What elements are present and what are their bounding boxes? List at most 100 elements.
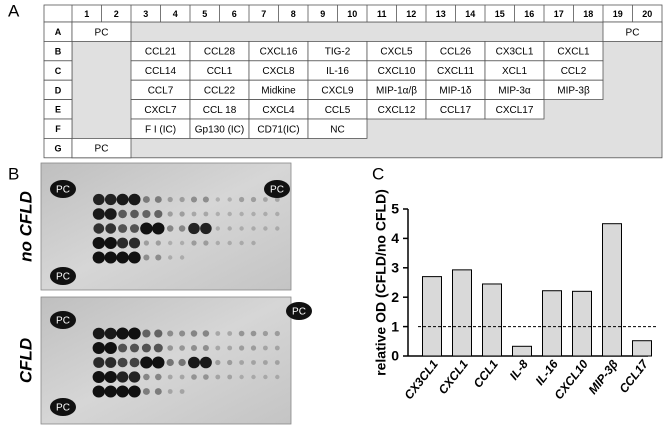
spot	[275, 374, 280, 380]
spot	[105, 223, 117, 234]
cell-text: CXCL17	[496, 105, 534, 116]
spot	[215, 211, 221, 217]
y-tick-label: 4	[391, 230, 399, 246]
column-header: 4	[173, 9, 178, 19]
cell-text: Gp130 (IC)	[195, 124, 244, 135]
spot	[116, 327, 129, 340]
pc-spot	[50, 311, 76, 329]
spot	[215, 374, 221, 380]
spot	[215, 331, 221, 336]
spot	[128, 385, 141, 398]
spot	[92, 208, 105, 220]
cell-text: XCL1	[502, 66, 527, 77]
cell-text: Midkine	[261, 86, 296, 97]
cell-text: MIP-1α/β	[376, 86, 417, 97]
blot: PC PC PC	[40, 162, 292, 291]
spot	[179, 330, 186, 337]
spot	[238, 345, 245, 351]
spot	[167, 389, 173, 394]
spot	[104, 193, 117, 206]
blot: PC PC PC	[40, 296, 312, 425]
spot	[274, 197, 280, 202]
spot	[167, 330, 174, 337]
spot	[154, 210, 163, 218]
spot	[202, 196, 209, 203]
bar	[422, 276, 442, 357]
x-tick-label: CCL1	[471, 357, 502, 391]
cell-text: CXCL8	[262, 66, 295, 77]
spot	[263, 374, 268, 380]
spot	[116, 193, 129, 206]
spot	[215, 345, 221, 351]
spot	[202, 330, 210, 337]
cell-text: PC	[95, 27, 109, 38]
pc-spot	[50, 180, 76, 198]
row-header: D	[55, 85, 62, 95]
table-header	[43, 4, 663, 23]
spot	[250, 196, 257, 203]
spot	[154, 329, 163, 338]
x-tick-label: MIP-3β	[586, 357, 622, 397]
pc-label: PC	[56, 403, 70, 414]
spot	[262, 330, 269, 337]
spot	[215, 226, 221, 231]
spot	[263, 226, 268, 231]
spot	[143, 254, 150, 261]
row-header: E	[55, 105, 61, 115]
spot	[239, 211, 244, 217]
spot	[275, 226, 280, 231]
spot	[203, 240, 209, 246]
spot	[190, 345, 198, 351]
cell-text: CXCL7	[144, 105, 177, 116]
spot	[104, 237, 117, 249]
column-header: 1	[84, 9, 89, 19]
row-header: G	[54, 143, 61, 153]
cell-text: CXCL16	[260, 47, 298, 58]
spot	[215, 359, 221, 366]
cell-text: MIP-3β	[557, 86, 590, 97]
spot	[140, 356, 153, 369]
spot	[275, 211, 280, 217]
spot	[129, 343, 140, 353]
table-cell	[71, 21, 132, 42]
spot	[179, 374, 185, 380]
pc-label: PC	[292, 307, 306, 318]
y-axis-label: relative OD (CFLD/no CFLD)	[373, 189, 389, 376]
spot	[116, 371, 129, 383]
spot	[128, 193, 141, 206]
cell-text: MIP-3α	[498, 86, 531, 97]
spot	[142, 329, 151, 338]
spot	[92, 327, 105, 340]
cell-text: PC	[626, 27, 640, 38]
pc-label: PC	[56, 185, 70, 196]
spot	[263, 211, 268, 217]
spot	[262, 197, 268, 202]
column-header: 14	[465, 9, 475, 19]
bar	[572, 290, 592, 357]
x-tick-label: IL-16	[533, 357, 561, 388]
spot	[118, 209, 127, 219]
spot	[93, 357, 105, 368]
spot	[215, 240, 221, 246]
spot	[190, 330, 198, 337]
blot-label: CFLD	[16, 338, 35, 383]
column-header: 11	[377, 9, 387, 19]
spot	[167, 196, 173, 203]
spot	[142, 196, 150, 203]
spot	[227, 374, 233, 380]
column-header: 6	[232, 9, 237, 19]
spot	[227, 226, 232, 231]
spot	[202, 345, 209, 351]
spot	[238, 330, 245, 337]
spot	[155, 373, 162, 381]
table-cell	[484, 99, 545, 120]
table-cell	[307, 118, 368, 139]
spot	[188, 356, 200, 369]
spot	[155, 240, 161, 246]
spot	[152, 356, 165, 369]
spot	[251, 226, 256, 231]
spot	[166, 358, 174, 367]
spot	[199, 356, 212, 369]
spot	[251, 360, 256, 365]
